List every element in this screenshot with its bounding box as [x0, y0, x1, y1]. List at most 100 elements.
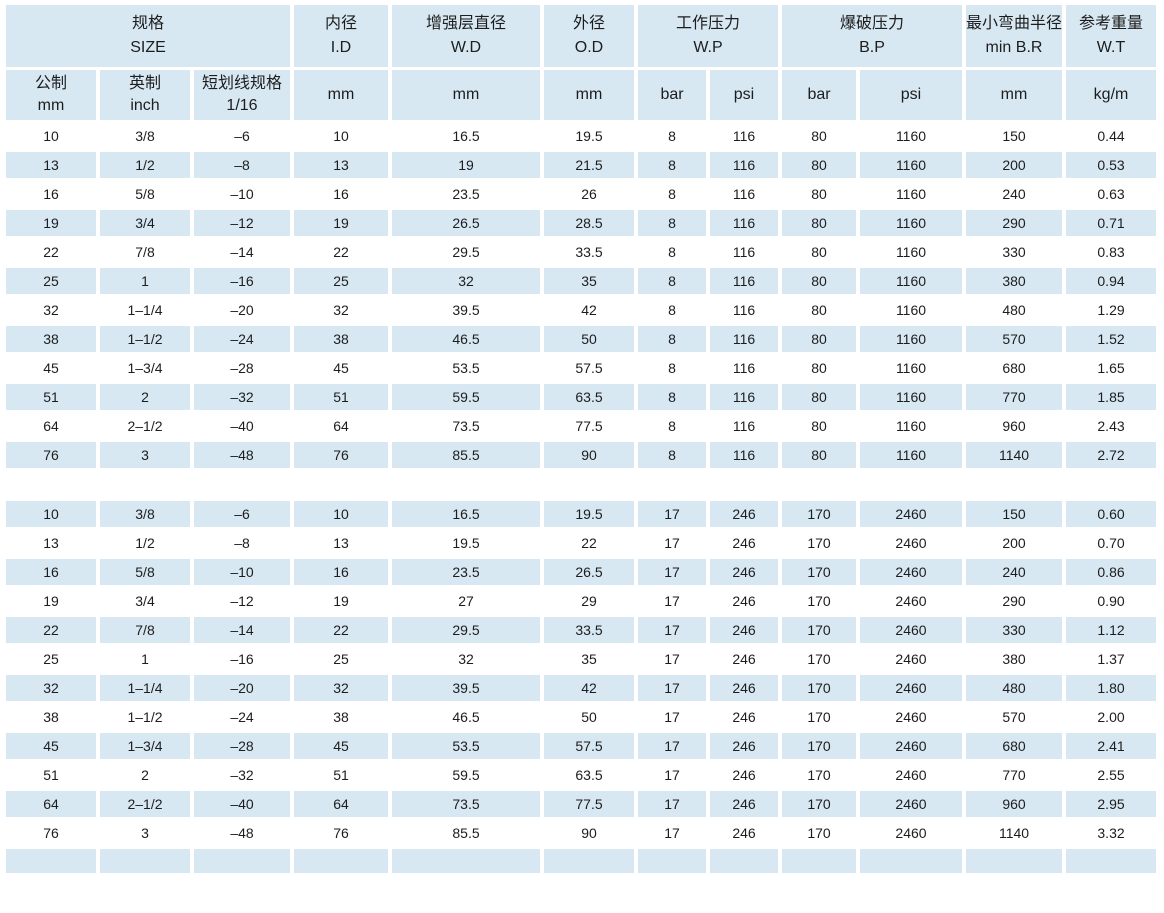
table-cell: 63.5: [544, 762, 634, 788]
table-cell: 45: [6, 733, 96, 759]
table-cell: 2460: [860, 530, 962, 556]
table-cell: 2–1/2: [100, 791, 190, 817]
column-group-header: 规格 SIZE: [6, 5, 290, 67]
table-row: 10 3/8 –6 10 16.5 19.5 17 246 170 2460 150 0.60: [6, 501, 1157, 527]
empty-cell: [860, 849, 962, 873]
column-group-label-en: SIZE: [130, 39, 166, 56]
column-unit-header: psi: [710, 70, 778, 120]
table-cell: 246: [710, 501, 778, 527]
table-cell: 200: [966, 530, 1063, 556]
table-cell: 53.5: [392, 355, 540, 381]
table-cell: 1160: [860, 297, 962, 323]
table-cell: 35: [544, 268, 634, 294]
table-cell: 80: [782, 413, 856, 439]
table-cell: 90: [544, 820, 634, 846]
table-cell: 770: [966, 384, 1063, 410]
table-cell: 116: [710, 239, 778, 265]
table-cell: 1160: [860, 355, 962, 381]
table-cell: 22: [294, 617, 388, 643]
table-cell: 116: [710, 268, 778, 294]
table-cell: 1160: [860, 123, 962, 149]
table-cell: 240: [966, 181, 1063, 207]
table-cell: 116: [710, 442, 778, 468]
table-cell: 1.80: [1066, 675, 1157, 701]
table-cell: 38: [6, 704, 96, 730]
table-cell: 17: [638, 559, 706, 585]
table-cell: 76: [6, 820, 96, 846]
empty-trailing-row: [6, 849, 1157, 873]
table-row: 45 1–3/4 –28 45 53.5 57.5 8 116 80 1160 680 1.65: [6, 355, 1157, 381]
table-cell: 116: [710, 413, 778, 439]
table-cell: 246: [710, 675, 778, 701]
table-cell: 17: [638, 617, 706, 643]
unit-label: mm: [452, 86, 480, 104]
table-cell: 64: [6, 791, 96, 817]
table-cell: –32: [194, 384, 290, 410]
table-cell: 116: [710, 384, 778, 410]
table-cell: 2460: [860, 646, 962, 672]
table-cell: 170: [782, 733, 856, 759]
table-cell: 76: [294, 820, 388, 846]
table-cell: 39.5: [392, 675, 540, 701]
table-row: 22 7/8 –14 22 29.5 33.5 8 116 80 1160 330 0.83: [6, 239, 1157, 265]
table-cell: 80: [782, 152, 856, 178]
table-cell: 42: [544, 297, 634, 323]
table-cell: –48: [194, 820, 290, 846]
table-cell: 53.5: [392, 733, 540, 759]
table-cell: 10: [6, 501, 96, 527]
table-cell: 25: [6, 646, 96, 672]
table-cell: 77.5: [544, 791, 634, 817]
table-cell: 17: [638, 733, 706, 759]
table-cell: 170: [782, 704, 856, 730]
column-group-label-en: B.P: [859, 39, 885, 56]
table-cell: 51: [294, 384, 388, 410]
table-cell: 26: [544, 181, 634, 207]
section-spacer-row: [6, 471, 1156, 498]
table-cell: 8: [638, 239, 706, 265]
table-cell: 29: [544, 588, 634, 614]
table-cell: –14: [194, 239, 290, 265]
table-cell: 8: [638, 326, 706, 352]
table-cell: 8: [638, 181, 706, 207]
table-cell: 38: [294, 326, 388, 352]
table-cell: 19.5: [392, 530, 540, 556]
table-cell: 8: [638, 355, 706, 381]
table-cell: 19: [392, 152, 540, 178]
table-cell: 0.83: [1066, 239, 1157, 265]
table-cell: 80: [782, 268, 856, 294]
table-cell: 8: [638, 268, 706, 294]
table-cell: 116: [710, 152, 778, 178]
table-cell: 22: [294, 239, 388, 265]
table-cell: 33.5: [544, 617, 634, 643]
table-cell: 3: [100, 442, 190, 468]
table-cell: 116: [710, 326, 778, 352]
table-cell: 2460: [860, 675, 962, 701]
column-unit-header: bar: [638, 70, 706, 120]
table-cell: 50: [544, 326, 634, 352]
table-cell: 170: [782, 530, 856, 556]
empty-cell: [194, 849, 290, 873]
table-cell: 29.5: [392, 239, 540, 265]
table-cell: 1.37: [1066, 646, 1157, 672]
empty-cell: [1066, 849, 1157, 873]
table-cell: 330: [966, 239, 1063, 265]
table-cell: 170: [782, 501, 856, 527]
table-cell: 19: [6, 588, 96, 614]
table-cell: 76: [6, 442, 96, 468]
column-group-label-en: W.P: [693, 39, 723, 56]
table-cell: 246: [710, 530, 778, 556]
table-cell: 19: [294, 588, 388, 614]
table-cell: 1160: [860, 413, 962, 439]
table-cell: 19: [294, 210, 388, 236]
table-cell: 2460: [860, 704, 962, 730]
table-cell: 17: [638, 675, 706, 701]
unit-label: psi: [733, 86, 755, 104]
table-cell: 22: [6, 617, 96, 643]
table-cell: 13: [294, 530, 388, 556]
table-cell: 680: [966, 355, 1063, 381]
table-cell: 170: [782, 559, 856, 585]
table-row: 32 1–1/4 –20 32 39.5 42 17 246 170 2460 480 1.80: [6, 675, 1157, 701]
table-cell: 80: [782, 297, 856, 323]
table-row: 64 2–1/2 –40 64 73.5 77.5 17 246 170 2460 960 2.95: [6, 791, 1157, 817]
